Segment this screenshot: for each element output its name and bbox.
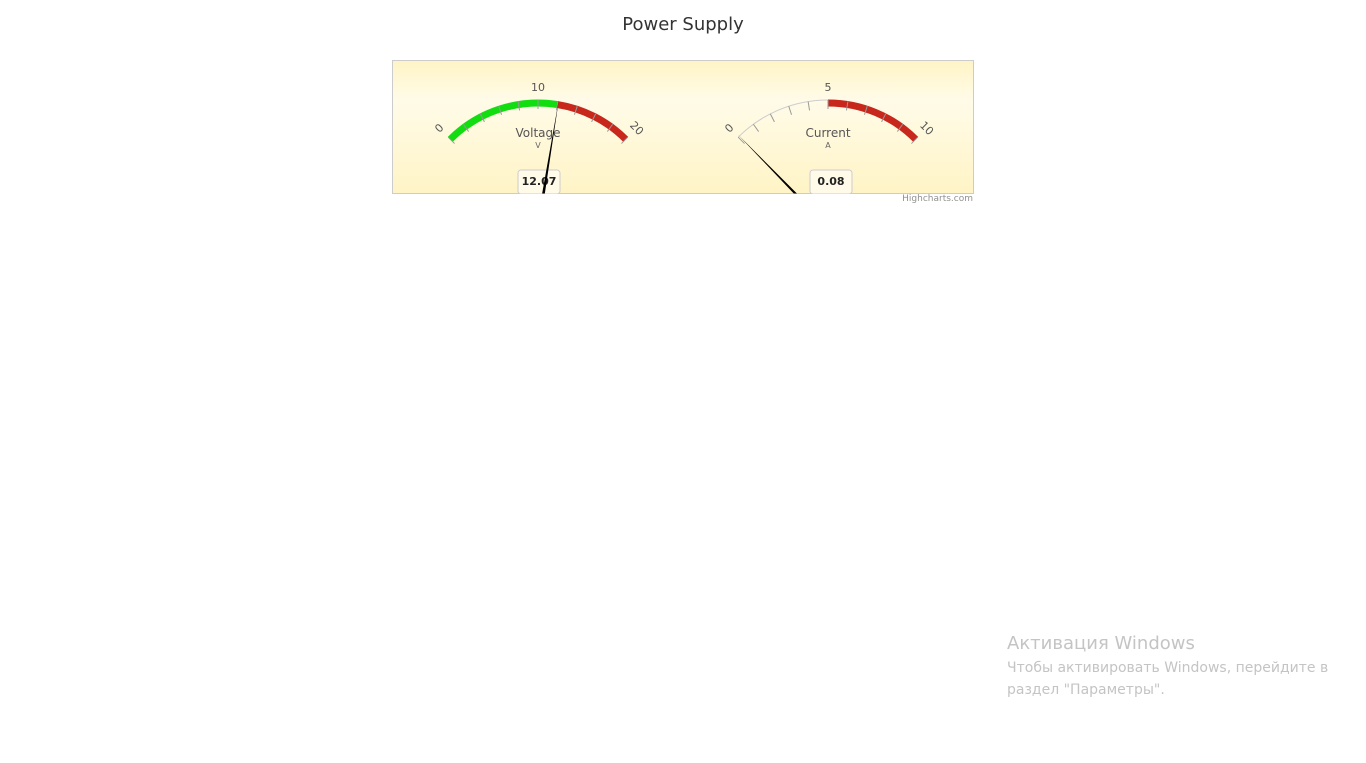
- activation-line-2: раздел "Параметры".: [1007, 682, 1165, 698]
- gauge-tick: [606, 123, 614, 132]
- gauge-chart: 0 10 20 Voltage V 12.07 0 5 10 Current A 0.08 Highc…: [392, 60, 974, 210]
- gauge-tick: [911, 136, 919, 144]
- gauge-title: Voltage: [515, 126, 560, 140]
- gauge-unit: A: [825, 141, 831, 150]
- activation-title: Активация Windows: [1007, 633, 1195, 654]
- gauge-tick: [881, 113, 887, 123]
- gauge-value-label: 12.07: [522, 175, 557, 188]
- gauge-tick: [462, 123, 470, 132]
- gauge-tick: [807, 101, 811, 111]
- gauge-tick: [479, 113, 485, 123]
- gauge-tick: [752, 123, 760, 132]
- gauge-tick: [517, 101, 521, 111]
- gauge-tick-label: 10: [531, 81, 545, 94]
- gauge-tick-label: 5: [825, 81, 832, 94]
- gauge-tick: [737, 136, 745, 144]
- gauge-tick: [863, 106, 868, 115]
- gauge-band-0: [827, 99, 919, 142]
- gauge-value-box: [809, 169, 853, 194]
- gauge-tick: [769, 113, 775, 123]
- plot-background: [392, 60, 974, 194]
- credits-link[interactable]: Highcharts.com: [902, 194, 973, 204]
- gauge-tick: [788, 106, 793, 115]
- gauge-tick: [555, 101, 559, 111]
- gauge-tick: [498, 106, 503, 115]
- windows-activation-watermark: Активация Windows Чтобы активировать Win…: [1007, 632, 1347, 700]
- gauge-tick: [845, 101, 849, 111]
- page-title: Power Supply: [622, 14, 744, 35]
- activation-line-1: Чтобы активировать Windows, перейдите в: [1007, 660, 1329, 676]
- gauge-tick: [621, 136, 629, 144]
- gauge-value-box: [517, 169, 561, 194]
- gauge-tick: [573, 106, 578, 115]
- gauge-unit: V: [535, 141, 541, 150]
- gauge-value-label: 0.08: [817, 175, 844, 188]
- gauge-needle: [737, 134, 797, 194]
- gauge-tick: [896, 123, 904, 132]
- gauge-tick: [447, 136, 455, 144]
- gauge-tick: [591, 113, 597, 123]
- gauge-title: Current: [805, 126, 850, 140]
